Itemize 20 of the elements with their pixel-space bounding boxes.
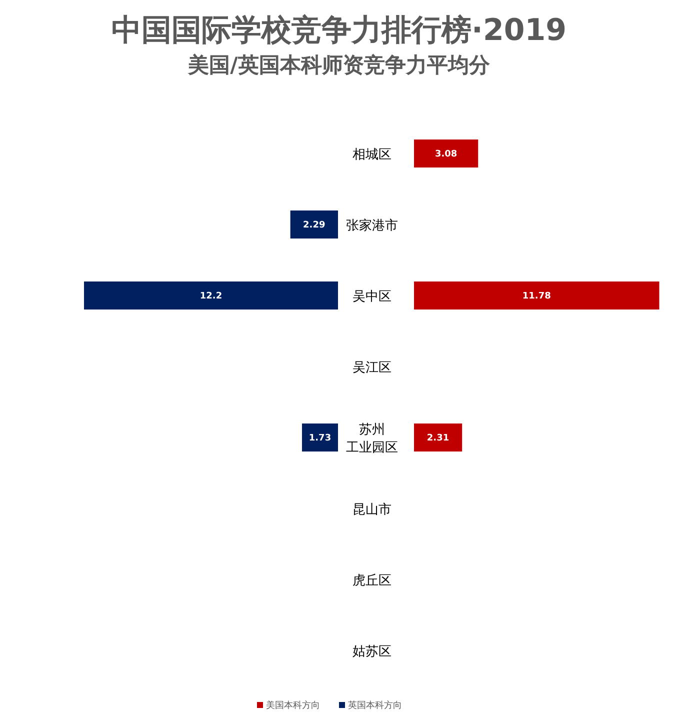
- y-tick-label: 吴中区: [352, 290, 392, 304]
- y-tick-label: 张家港市: [346, 218, 398, 234]
- y-tick-label: 昆山市: [352, 502, 392, 518]
- legend: 美国本科方向: [257, 701, 320, 711]
- data-label: 2.29: [303, 220, 326, 230]
- legend-label: 美国本科方向: [266, 700, 320, 711]
- chart-title: 中国国际学校竞争力排行榜·2019: [112, 13, 566, 48]
- y-tick-label: 姑苏区: [352, 644, 392, 660]
- y-tick-label: 苏州工业园区: [346, 422, 398, 456]
- data-label: 3.08: [434, 150, 458, 160]
- data-label: 2.31: [426, 434, 450, 444]
- data-label: 12.2: [200, 292, 222, 302]
- y-tick-label: 虎丘区: [352, 574, 392, 588]
- y-tick-label: 吴江区: [352, 360, 392, 376]
- chart-subtitle: 美国/英国本科师资竞争力平均分: [187, 53, 491, 77]
- y-tick-label: 相城区: [352, 148, 392, 162]
- data-label: 1.73: [308, 434, 332, 444]
- data-label: 11.78: [522, 292, 551, 302]
- legend-label: 英国本科方向: [348, 700, 402, 711]
- legend: 英国本科方向: [339, 701, 402, 711]
